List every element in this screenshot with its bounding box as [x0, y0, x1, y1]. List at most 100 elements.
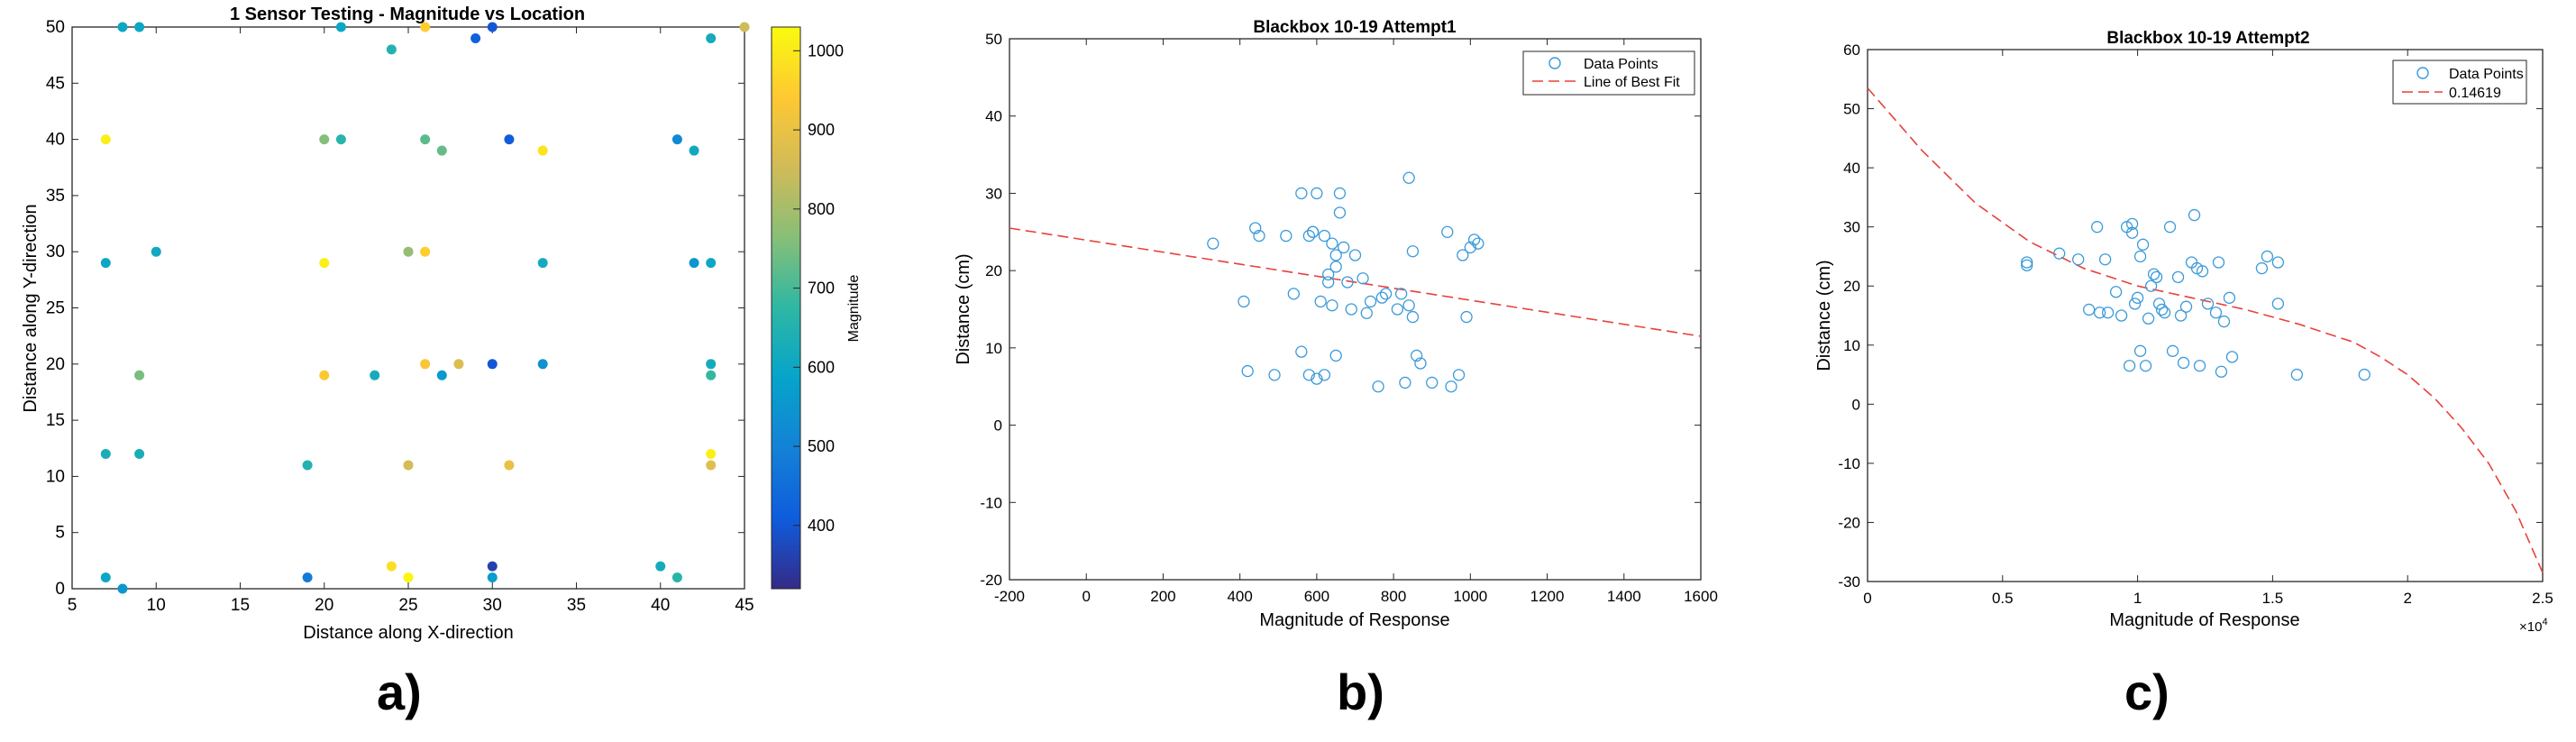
chart-c-data-point	[2131, 291, 2144, 304]
chart-b-y-tick-label: -20	[980, 572, 1002, 589]
chart-b-data-point	[1406, 245, 1420, 258]
chart-b-data-point	[1402, 171, 1415, 184]
chart-c-legend-marker-points	[2416, 67, 2429, 79]
chart-a-data-point	[689, 145, 699, 156]
chart-b-data-point	[1311, 187, 1323, 200]
chart-a-y-tick-label: 40	[46, 131, 65, 150]
chart-b-y-axis-label: Distance (cm)	[954, 253, 973, 364]
chart-b-data-point	[1241, 364, 1254, 378]
chart-b-y-tick-label: -10	[980, 494, 1002, 511]
chart-c-x-tick-label: 0.5	[1992, 590, 2014, 607]
chart-a-data-point	[335, 22, 346, 32]
chart-b-x-tick-label: 1400	[1607, 588, 1641, 605]
chart-b-data-point	[1345, 303, 1357, 316]
chart-c-data-point	[2201, 298, 2215, 310]
chart-a: 1 Sensor Testing - Magnitude vs Location…	[21, 5, 862, 643]
chart-b-data-point	[1452, 369, 1466, 381]
chart-b-data-point	[1375, 291, 1388, 304]
chart-b-y-tick-label: 50	[985, 31, 1002, 48]
chart-c-data-point	[2021, 256, 2033, 269]
chart-b-data-point	[1314, 295, 1327, 308]
chart-b-data-point	[1268, 369, 1281, 381]
chart-c-data-point	[2179, 300, 2193, 313]
chart-b-data-point	[1322, 276, 1335, 289]
chart-b-data-point	[1357, 272, 1369, 285]
chart-c-x-tick-label: 1.5	[2262, 590, 2284, 607]
chart-c-data-point	[2109, 286, 2123, 298]
chart-a-x-tick-label: 30	[483, 596, 502, 615]
chart-b-data-point	[1326, 237, 1338, 250]
chart-a-data-point	[487, 22, 498, 32]
chart-b-x-tick-label: 800	[1381, 588, 1406, 605]
chart-b-data-point	[1295, 187, 1308, 200]
chart-b-data-point	[1333, 187, 1347, 200]
chart-c-data-point	[2261, 250, 2274, 263]
chart-a-data-point	[335, 134, 346, 145]
chart-b-data-point	[1306, 225, 1320, 238]
chart-b-data-point	[1445, 380, 1457, 393]
chart-b-data-point	[1329, 249, 1342, 261]
chart-c-data-point	[2123, 360, 2136, 372]
chart-c-data-point	[2358, 368, 2370, 381]
chart-c-fit-curve	[1867, 87, 2544, 573]
chart-c-data-point	[2193, 360, 2206, 372]
chart-b-legend-label-points: Data Points	[1584, 57, 1658, 72]
chart-c-data-point	[2271, 298, 2285, 310]
chart-c-data-point	[2166, 344, 2179, 357]
chart-b-data-point	[1379, 288, 1393, 300]
panel-label-c: c)	[2124, 664, 2170, 720]
chart-b-data-point	[1287, 288, 1300, 300]
chart-b-data-point	[1333, 206, 1347, 219]
chart-c-data-point	[2133, 344, 2147, 357]
colorbar-tick-label: 1000	[808, 41, 844, 60]
chart-b-data-point	[1207, 237, 1219, 250]
chart-a-data-point	[504, 460, 515, 471]
chart-c-y-tick-label: -10	[1838, 455, 1860, 472]
chart-a-data-point	[302, 573, 313, 583]
colorbar	[771, 26, 801, 590]
chart-c-data-point	[2215, 365, 2228, 378]
chart-a-x-tick-label: 10	[147, 596, 166, 615]
chart-a-data-point	[134, 370, 145, 380]
chart-a-x-tick-label: 15	[231, 596, 250, 615]
colorbar-label: Magnitude	[846, 275, 862, 343]
chart-a-x-tick-label: 40	[651, 596, 670, 615]
chart-b-data-point	[1411, 349, 1423, 362]
chart-b-y-tick-label: 30	[985, 185, 1002, 202]
chart-a-y-tick-label: 45	[46, 74, 65, 93]
chart-c-y-tick-label: -20	[1838, 514, 1860, 531]
chart-a-data-point	[117, 22, 128, 32]
chart-a-data-point	[739, 22, 750, 32]
chart-b-data-point	[1441, 225, 1454, 238]
chart-c: Blackbox 10-19 Attempt2 0 0.5 1 1.5 2 2.5 -30 -…	[1814, 29, 2553, 635]
colorbar-tick-label: 600	[808, 358, 835, 376]
colorbar-tick-label: 700	[808, 279, 835, 298]
chart-a-data-point	[453, 359, 464, 370]
chart-a-data-point	[671, 134, 682, 145]
chart-a-x-tick-label: 20	[315, 596, 333, 615]
chart-c-y-tick-label: 30	[1843, 219, 1860, 236]
chart-a-data-point	[470, 32, 481, 43]
chart-c-data-point	[2171, 270, 2185, 284]
chart-c-y-tick-label: 50	[1843, 101, 1860, 118]
chart-b-x-tick-label: 1200	[1530, 588, 1565, 605]
chart-c-data-point	[2101, 307, 2115, 319]
chart-c-data-point	[2217, 315, 2231, 328]
chart-b: Blackbox 10-19 Attempt1 -200 0 200 400 600 80…	[954, 18, 1718, 630]
chart-c-x-tick-label: 0	[1863, 590, 1871, 607]
chart-b-data-point	[1391, 303, 1404, 316]
chart-b-data-point	[1280, 229, 1293, 243]
chart-c-data-point	[2158, 307, 2171, 319]
chart-a-data-point	[403, 460, 414, 471]
chart-c-title: Blackbox 10-19 Attempt2	[2106, 29, 2309, 48]
chart-a-data-point	[319, 258, 330, 269]
chart-a-data-point	[706, 359, 717, 370]
chart-c-data-point	[2125, 217, 2139, 231]
chart-c-data-point	[2147, 268, 2160, 280]
chart-c-plot-area	[1867, 49, 2544, 582]
chart-c-data-point	[2144, 279, 2158, 292]
chart-a-data-point	[671, 573, 682, 583]
chart-c-x-tick-label: 1	[2133, 590, 2142, 607]
chart-b-data-point	[1253, 229, 1265, 243]
chart-c-data-point	[2150, 270, 2163, 284]
